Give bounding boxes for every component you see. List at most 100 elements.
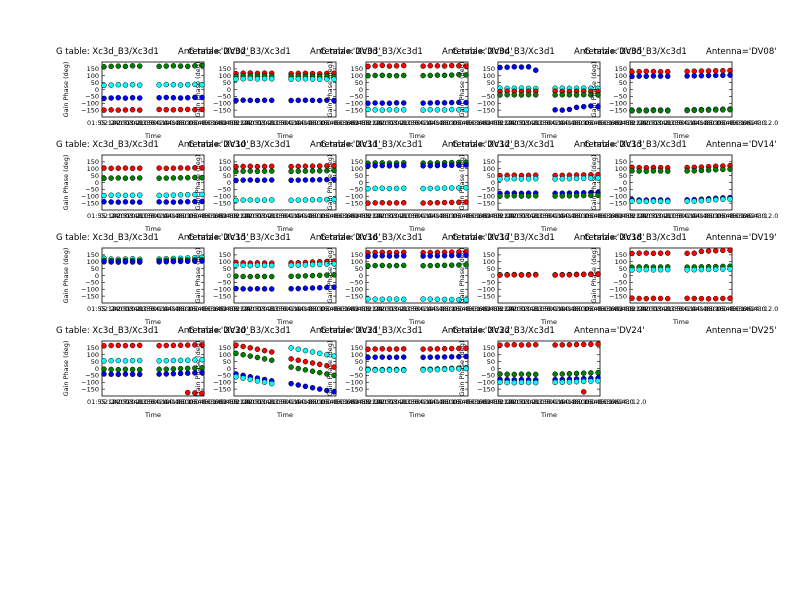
data-point [657, 198, 664, 205]
data-point [434, 296, 441, 303]
subplot-title: G table: Xc3d_B3/Xc3d1 [320, 233, 423, 243]
data-point [101, 95, 107, 102]
x-tick-label: 04:19:12.0 [547, 119, 582, 127]
data-point [684, 295, 690, 302]
y-tick-label: 150 [483, 344, 495, 352]
data-point [240, 375, 246, 381]
data-point [566, 272, 573, 278]
data-point [295, 163, 302, 170]
y-tick-label: −150 [213, 385, 231, 393]
x-tick-label: 01:55:12.0 [219, 212, 254, 220]
x-axis-label: Time [408, 318, 425, 326]
data-point [268, 357, 275, 363]
data-point [129, 95, 136, 101]
series-4 [233, 284, 337, 292]
x-tick-label: 02:52:48.0 [113, 212, 148, 220]
data-point [163, 106, 170, 113]
x-tick-label: 05:45:36.0 [189, 212, 224, 220]
series-2 [497, 369, 601, 378]
data-point [434, 346, 441, 352]
x-tick-label: 06:43:12.0 [215, 305, 250, 313]
data-point [456, 199, 462, 206]
data-point [698, 107, 705, 114]
y-tick-label: −100 [213, 379, 231, 387]
data-point [712, 266, 719, 273]
data-point [295, 346, 302, 352]
data-point [434, 72, 441, 78]
subplot-antenna-label: Antenna='DV24' [574, 326, 645, 336]
x-tick-label: 02:52:48.0 [641, 212, 676, 220]
data-point [295, 382, 302, 388]
data-point [532, 272, 539, 278]
data-point [518, 64, 525, 70]
y-axis-label: Gain Phase (deg) [194, 155, 202, 211]
data-point [129, 371, 136, 378]
data-point [456, 366, 462, 372]
data-point [170, 95, 177, 101]
series-4 [497, 192, 601, 199]
data-point [184, 389, 191, 396]
data-point [511, 341, 518, 348]
data-point [309, 349, 316, 355]
data-point [420, 100, 426, 106]
data-point [518, 371, 525, 377]
subplot-8: G table: Xc3d_B3/Xc3d1 Antenna='DV12'1501… [320, 140, 514, 233]
data-point [698, 68, 705, 74]
x-tick-label: 03:50:24.0 [270, 398, 305, 406]
data-point [511, 272, 518, 278]
data-point [247, 177, 254, 183]
data-point [233, 285, 239, 292]
data-point [427, 162, 434, 169]
x-tick-label: 04:19:12.0 [547, 398, 582, 406]
data-point [441, 63, 448, 69]
x-axis-label: Time [276, 318, 293, 326]
data-point [365, 106, 371, 113]
x-tick-label: 04:48:00.0 [560, 212, 595, 220]
x-tick-label: 02:24:00.0 [628, 212, 663, 220]
data-point [463, 365, 469, 372]
x-tick-label: 05:16:48.0 [309, 305, 344, 313]
y-axis-label: Gain Phase (deg) [62, 248, 70, 304]
data-point [184, 191, 191, 198]
data-point [386, 296, 393, 302]
y-tick-label: −100 [213, 193, 231, 201]
data-point [712, 295, 719, 302]
data-point [136, 342, 143, 349]
data-point [302, 76, 309, 82]
data-point [184, 258, 191, 265]
y-tick-label: −100 [477, 379, 495, 387]
x-tick-label: 03:21:36.0 [125, 305, 160, 313]
x-axis-label: Time [276, 132, 293, 140]
data-point [302, 273, 309, 279]
data-point [302, 285, 309, 292]
data-point [566, 379, 573, 385]
data-point [156, 106, 162, 113]
data-point [595, 271, 601, 278]
x-tick-label: 03:21:36.0 [389, 305, 424, 313]
data-point [177, 192, 184, 198]
data-point [115, 63, 122, 69]
x-tick-label: 05:45:36.0 [321, 212, 356, 220]
x-tick-label: 06:14:24.0 [466, 398, 501, 406]
data-point [240, 197, 246, 203]
data-point [295, 168, 302, 174]
y-tick-label: 100 [483, 258, 495, 266]
data-point [657, 168, 664, 174]
data-point [136, 371, 143, 378]
data-point [532, 341, 539, 348]
data-point [261, 286, 268, 292]
data-point [365, 63, 371, 70]
data-point [129, 259, 136, 265]
data-point [199, 165, 205, 171]
data-point [712, 248, 719, 254]
x-tick-label: 06:43:12.0 [743, 305, 778, 313]
data-point [504, 371, 510, 378]
data-point [552, 371, 558, 377]
x-tick-label: 03:50:24.0 [138, 119, 173, 127]
subplot-17: G table: Xc3d_B3/Xc3d1 Antenna='DV21'1501… [188, 326, 382, 419]
data-point [400, 262, 407, 269]
x-tick-label: 01:55:12.0 [483, 212, 518, 220]
y-axis-label: Gain Phase (deg) [194, 62, 202, 118]
subplot-title: G table: Xc3d_B3/Xc3d1 [56, 140, 159, 150]
data-point [420, 200, 426, 206]
